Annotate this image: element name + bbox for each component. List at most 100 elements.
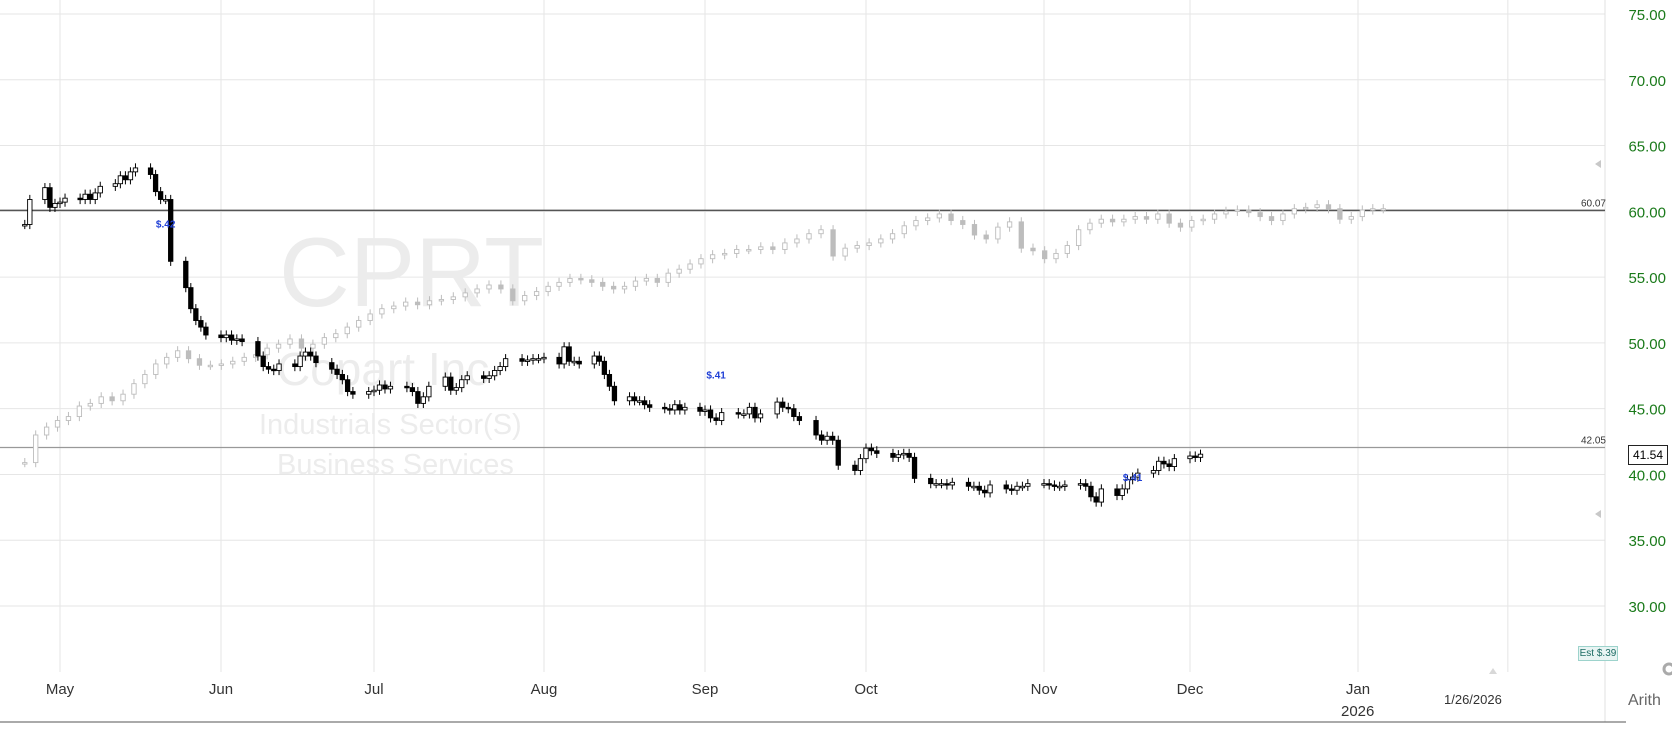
price-candle bbox=[223, 330, 229, 343]
x-month-label: Aug bbox=[531, 681, 558, 698]
y-axis: 75.00 70.00 65.00 60.00 55.00 50.00 45.00 40.00… bbox=[1628, 7, 1666, 616]
price-candle bbox=[276, 359, 282, 376]
price-candle bbox=[944, 479, 950, 490]
price-candle bbox=[1150, 465, 1157, 478]
price-candle bbox=[524, 355, 531, 366]
price-candle bbox=[62, 193, 68, 207]
price-candle bbox=[949, 477, 955, 490]
price-candle bbox=[308, 347, 314, 361]
x-month-label: May bbox=[46, 681, 75, 698]
price-candle bbox=[757, 409, 764, 423]
rs-candle bbox=[356, 315, 362, 332]
price-candle bbox=[677, 400, 683, 415]
rs-candle bbox=[901, 221, 907, 239]
price-candle bbox=[350, 386, 356, 399]
price-candle bbox=[302, 347, 309, 361]
price-candle bbox=[459, 375, 465, 393]
scale-mode-toggle[interactable]: Arith bbox=[1628, 692, 1661, 709]
price-candle bbox=[1041, 479, 1047, 489]
rs-candle bbox=[1189, 215, 1195, 232]
price-candle bbox=[127, 167, 134, 185]
rs-candle bbox=[854, 240, 860, 253]
price-candle bbox=[157, 186, 164, 205]
price-candle bbox=[662, 402, 668, 414]
price-candle bbox=[183, 256, 189, 293]
price-candle bbox=[785, 402, 791, 414]
rs-candle bbox=[264, 343, 270, 360]
rs-candle bbox=[1053, 248, 1059, 264]
rs-candle bbox=[983, 230, 989, 244]
rs-candle bbox=[333, 329, 339, 343]
rs-candle bbox=[995, 222, 1001, 244]
rs-candle bbox=[643, 273, 650, 286]
y-tick-label: 60.00 bbox=[1628, 204, 1666, 221]
rs-candle bbox=[174, 346, 181, 362]
rs-candle bbox=[486, 280, 492, 294]
scroll-left-icon-2[interactable] bbox=[1595, 510, 1601, 518]
scroll-left-icon[interactable] bbox=[1595, 160, 1601, 168]
rs-candle bbox=[1018, 217, 1024, 253]
x-month-label: Jun bbox=[209, 681, 233, 698]
rs-candle bbox=[878, 234, 884, 248]
price-candle bbox=[1077, 479, 1084, 490]
rs-candle bbox=[498, 280, 504, 294]
price-candle bbox=[813, 415, 819, 440]
rs-candle bbox=[1359, 205, 1365, 222]
rs-candle bbox=[65, 411, 72, 426]
price-candle bbox=[112, 179, 118, 191]
price-candle bbox=[741, 409, 747, 419]
rs-candle bbox=[866, 238, 872, 251]
price-candle bbox=[561, 342, 567, 369]
price-candle bbox=[203, 322, 209, 340]
rs-candle bbox=[153, 359, 159, 380]
price-candle bbox=[530, 354, 536, 365]
rs-candle bbox=[632, 276, 639, 291]
rs-candle bbox=[164, 352, 170, 369]
price-candle bbox=[906, 448, 912, 462]
grid-lines bbox=[0, 0, 1606, 722]
settings-icon[interactable] bbox=[1662, 662, 1672, 676]
x-month-label: Jan bbox=[1346, 681, 1370, 698]
price-candle bbox=[366, 386, 372, 399]
rs-candle bbox=[120, 389, 126, 406]
date-marker-icon bbox=[1489, 668, 1497, 674]
price-candle bbox=[601, 356, 608, 380]
x-month-label: Sep bbox=[692, 681, 719, 698]
rs-candle bbox=[1098, 214, 1104, 228]
price-candle bbox=[152, 169, 159, 197]
rs-candle bbox=[1132, 211, 1138, 224]
rs-candle bbox=[275, 339, 282, 353]
rs-candle bbox=[310, 339, 316, 353]
rs-candle bbox=[379, 304, 385, 319]
price-candle bbox=[122, 171, 129, 185]
rs-candle bbox=[734, 244, 740, 259]
rs-candle bbox=[1177, 218, 1184, 232]
price-candle bbox=[647, 400, 653, 412]
price-candle bbox=[234, 334, 240, 345]
y-tick-label: 50.00 bbox=[1628, 336, 1666, 353]
rs-candle bbox=[913, 215, 919, 231]
price-candle bbox=[667, 404, 673, 415]
price-candle bbox=[971, 481, 977, 491]
rs-candle bbox=[1314, 200, 1320, 212]
price-candle bbox=[631, 392, 638, 406]
price-candle bbox=[481, 371, 487, 384]
price-candle bbox=[868, 443, 875, 456]
rs-candle bbox=[1303, 202, 1309, 214]
price-candle bbox=[1114, 484, 1120, 501]
price-candle bbox=[1197, 449, 1204, 462]
price-candle bbox=[132, 163, 139, 177]
rs-candle bbox=[426, 296, 433, 310]
rs-candle bbox=[241, 352, 247, 366]
price-candle bbox=[344, 375, 351, 397]
y-tick-label: 75.00 bbox=[1628, 7, 1666, 24]
rs-candle bbox=[556, 277, 562, 291]
y-tick-label: 70.00 bbox=[1628, 73, 1666, 90]
rs-candle bbox=[450, 292, 456, 305]
price-candle bbox=[796, 411, 803, 426]
rs-candle bbox=[76, 401, 83, 422]
price-candle bbox=[852, 460, 858, 476]
rs-candle bbox=[1337, 204, 1343, 224]
price-candle bbox=[901, 448, 907, 460]
rs-candle bbox=[185, 346, 192, 364]
